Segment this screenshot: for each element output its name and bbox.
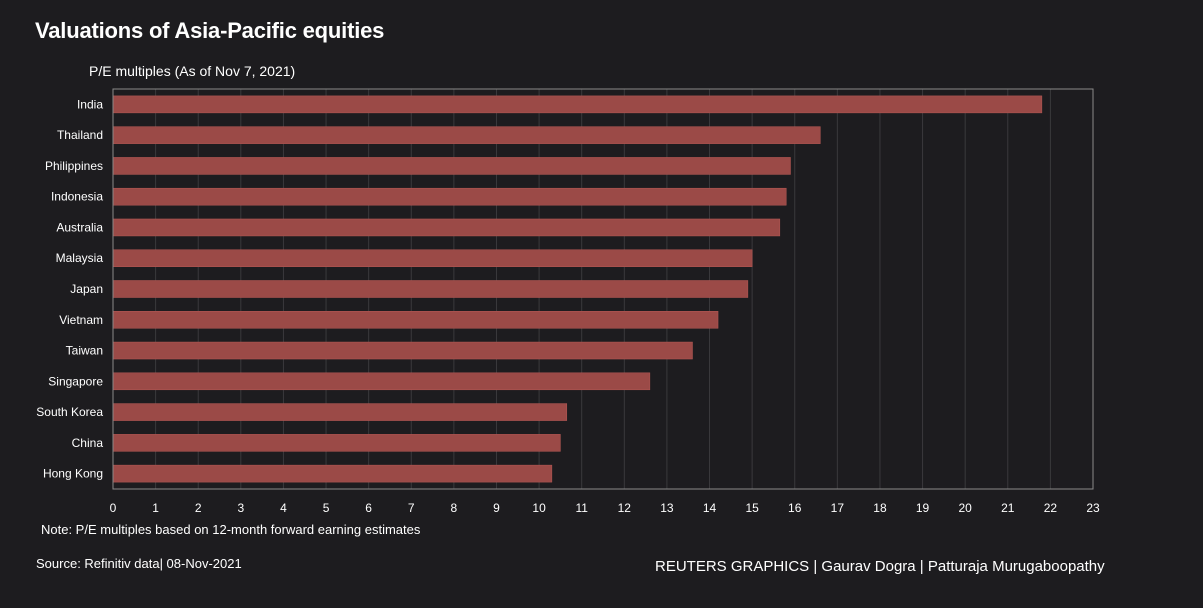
- category-label: Indonesia: [51, 190, 103, 204]
- x-tick-label: 21: [1001, 501, 1015, 515]
- x-tick-label: 20: [958, 501, 972, 515]
- category-label: India: [77, 97, 103, 111]
- category-label: Singapore: [48, 374, 103, 388]
- x-tick-label: 16: [788, 501, 802, 515]
- x-tick-label: 1: [152, 501, 159, 515]
- x-tick-label: 18: [873, 501, 887, 515]
- category-labels: India Thailand Philippines Indonesia Austral…: [36, 97, 103, 480]
- chart-title: Valuations of Asia-Pacific equities: [35, 18, 385, 43]
- x-tick-label: 5: [323, 501, 330, 515]
- category-label: South Korea: [36, 405, 103, 419]
- x-tick-label: 8: [451, 501, 458, 515]
- x-tick-label: 10: [532, 501, 546, 515]
- chart-source: Source: Refinitiv data| 08-Nov-2021: [36, 556, 242, 571]
- bar-taiwan: [112, 341, 693, 360]
- bar-japan: [112, 280, 749, 298]
- x-tick-label: 2: [195, 501, 202, 515]
- bar-hong-kong: [112, 464, 553, 483]
- category-label: Hong Kong: [43, 467, 103, 481]
- x-tick-label: 11: [575, 501, 588, 515]
- category-label: Thailand: [57, 128, 103, 142]
- chart-subtitle: P/E multiples (As of Nov 7, 2021): [89, 63, 296, 79]
- category-label: Australia: [56, 220, 103, 234]
- category-label: Malaysia: [56, 251, 104, 265]
- x-axis-tick-labels: 0 1 2 3 4 5 6 7 8 9 10 11 12 13 14 15 16 17 18 19 20 21 22 23: [110, 501, 1100, 515]
- bar-vietnam: [112, 311, 719, 329]
- x-tick-label: 17: [831, 501, 845, 515]
- x-tick-label: 9: [493, 501, 500, 515]
- bar-india: [112, 95, 1043, 114]
- chart-note: Note: P/E multiples based on 12-month fo…: [41, 522, 421, 537]
- category-label: China: [72, 436, 104, 450]
- bar-south-korea: [112, 403, 568, 421]
- bar-philippines: [112, 157, 791, 175]
- plot-frame: [112, 88, 1094, 490]
- x-tick-label: 22: [1044, 501, 1058, 515]
- category-label: Vietnam: [59, 313, 103, 327]
- x-tick-label: 3: [237, 501, 244, 515]
- category-label: Philippines: [45, 159, 103, 173]
- x-tick-label: 15: [745, 501, 759, 515]
- bar-china: [112, 434, 561, 452]
- bar-malaysia: [112, 249, 753, 267]
- x-tick-label: 7: [408, 501, 415, 515]
- chart-credit: REUTERS GRAPHICS | Gaurav Dogra | Pattur…: [655, 558, 1105, 575]
- category-label: Japan: [70, 282, 103, 296]
- bars: [112, 95, 1043, 483]
- x-tick-label: 4: [280, 501, 287, 515]
- bar-singapore: [112, 372, 651, 391]
- x-tick-label: 23: [1086, 501, 1100, 515]
- bar-indonesia: [112, 187, 787, 206]
- bar-thailand: [112, 126, 821, 144]
- x-tick-label: 19: [916, 501, 930, 515]
- x-tick-label: 12: [618, 501, 632, 515]
- x-tick-label: 13: [660, 501, 674, 515]
- x-tick-label: 0: [110, 501, 117, 515]
- x-tick-label: 14: [703, 501, 717, 515]
- x-tick-label: 6: [365, 501, 372, 515]
- category-label: Taiwan: [66, 344, 103, 358]
- bar-australia: [112, 218, 781, 237]
